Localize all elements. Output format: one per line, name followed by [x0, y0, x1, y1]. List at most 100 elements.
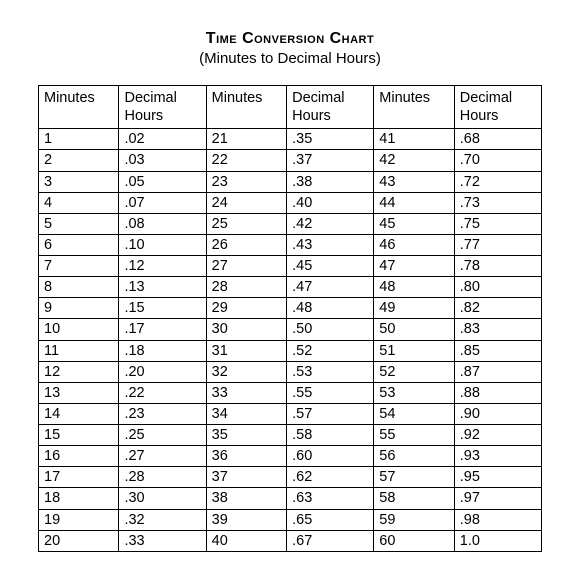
cell-minutes: 3 [39, 171, 119, 192]
cell-minutes: 26 [206, 234, 286, 255]
cell-decimal: .37 [287, 150, 374, 171]
cell-decimal: .53 [287, 361, 374, 382]
table-row: 2.0322.3742.70 [39, 150, 542, 171]
cell-decimal: .38 [287, 171, 374, 192]
cell-decimal: .25 [119, 425, 206, 446]
cell-minutes: 33 [206, 382, 286, 403]
table-row: 3.0523.3843.72 [39, 171, 542, 192]
cell-decimal: .43 [287, 234, 374, 255]
cell-minutes: 55 [374, 425, 454, 446]
table-row: 17.2837.6257.95 [39, 467, 542, 488]
table-row: 15.2535.5855.92 [39, 425, 542, 446]
table-row: 20.3340.67601.0 [39, 530, 542, 551]
cell-decimal: .72 [454, 171, 541, 192]
cell-decimal: .12 [119, 256, 206, 277]
table-row: 11.1831.5251.85 [39, 340, 542, 361]
cell-decimal: .40 [287, 192, 374, 213]
cell-decimal: .65 [287, 509, 374, 530]
cell-minutes: 10 [39, 319, 119, 340]
table-row: 7.1227.4547.78 [39, 256, 542, 277]
cell-decimal: .67 [287, 530, 374, 551]
cell-minutes: 38 [206, 488, 286, 509]
cell-minutes: 20 [39, 530, 119, 551]
cell-decimal: .20 [119, 361, 206, 382]
cell-minutes: 31 [206, 340, 286, 361]
cell-minutes: 60 [374, 530, 454, 551]
cell-minutes: 19 [39, 509, 119, 530]
cell-decimal: .48 [287, 298, 374, 319]
cell-decimal: .17 [119, 319, 206, 340]
header-minutes-3: Minutes [374, 86, 454, 129]
cell-decimal: .32 [119, 509, 206, 530]
cell-decimal: .73 [454, 192, 541, 213]
cell-decimal: .55 [287, 382, 374, 403]
cell-decimal: .78 [454, 256, 541, 277]
cell-minutes: 51 [374, 340, 454, 361]
table-body: 1.0221.3541.682.0322.3742.703.0523.3843.… [39, 129, 542, 552]
table-row: 16.2736.6056.93 [39, 446, 542, 467]
cell-minutes: 46 [374, 234, 454, 255]
cell-minutes: 16 [39, 446, 119, 467]
cell-minutes: 36 [206, 446, 286, 467]
cell-minutes: 48 [374, 277, 454, 298]
cell-minutes: 5 [39, 213, 119, 234]
header-minutes-2: Minutes [206, 86, 286, 129]
table-row: 1.0221.3541.68 [39, 129, 542, 150]
cell-minutes: 50 [374, 319, 454, 340]
cell-decimal: .50 [287, 319, 374, 340]
cell-decimal: .47 [287, 277, 374, 298]
cell-decimal: .98 [454, 509, 541, 530]
table-row: 18.3038.6358.97 [39, 488, 542, 509]
cell-decimal: .10 [119, 234, 206, 255]
cell-decimal: .75 [454, 213, 541, 234]
cell-minutes: 12 [39, 361, 119, 382]
cell-decimal: .93 [454, 446, 541, 467]
cell-decimal: .22 [119, 382, 206, 403]
cell-minutes: 40 [206, 530, 286, 551]
cell-minutes: 39 [206, 509, 286, 530]
cell-decimal: .90 [454, 403, 541, 424]
table-row: 6.1026.4346.77 [39, 234, 542, 255]
header-minutes-1: Minutes [39, 86, 119, 129]
header-decimal-1: Decimal Hours [119, 86, 206, 129]
cell-minutes: 29 [206, 298, 286, 319]
cell-minutes: 58 [374, 488, 454, 509]
cell-decimal: .92 [454, 425, 541, 446]
cell-minutes: 41 [374, 129, 454, 150]
cell-decimal: .70 [454, 150, 541, 171]
cell-decimal: .07 [119, 192, 206, 213]
cell-minutes: 45 [374, 213, 454, 234]
table-row: 12.2032.5352.87 [39, 361, 542, 382]
cell-decimal: .23 [119, 403, 206, 424]
table-row: 9.1529.4849.82 [39, 298, 542, 319]
cell-decimal: .02 [119, 129, 206, 150]
cell-minutes: 43 [374, 171, 454, 192]
cell-minutes: 14 [39, 403, 119, 424]
cell-decimal: .88 [454, 382, 541, 403]
cell-decimal: .18 [119, 340, 206, 361]
page-container: Time Conversion Chart (Minutes to Decima… [0, 0, 580, 572]
cell-decimal: .87 [454, 361, 541, 382]
cell-decimal: .08 [119, 213, 206, 234]
cell-decimal: .82 [454, 298, 541, 319]
cell-minutes: 52 [374, 361, 454, 382]
cell-minutes: 22 [206, 150, 286, 171]
cell-decimal: .60 [287, 446, 374, 467]
cell-minutes: 49 [374, 298, 454, 319]
cell-minutes: 2 [39, 150, 119, 171]
cell-minutes: 56 [374, 446, 454, 467]
cell-minutes: 24 [206, 192, 286, 213]
cell-decimal: 1.0 [454, 530, 541, 551]
cell-minutes: 59 [374, 509, 454, 530]
cell-decimal: .95 [454, 467, 541, 488]
cell-decimal: .62 [287, 467, 374, 488]
header-row: Minutes Decimal Hours Minutes Decimal Ho… [39, 86, 542, 129]
cell-minutes: 11 [39, 340, 119, 361]
table-row: 14.2334.5754.90 [39, 403, 542, 424]
cell-decimal: .15 [119, 298, 206, 319]
cell-minutes: 27 [206, 256, 286, 277]
cell-minutes: 28 [206, 277, 286, 298]
header-decimal-3: Decimal Hours [454, 86, 541, 129]
cell-minutes: 8 [39, 277, 119, 298]
cell-minutes: 30 [206, 319, 286, 340]
